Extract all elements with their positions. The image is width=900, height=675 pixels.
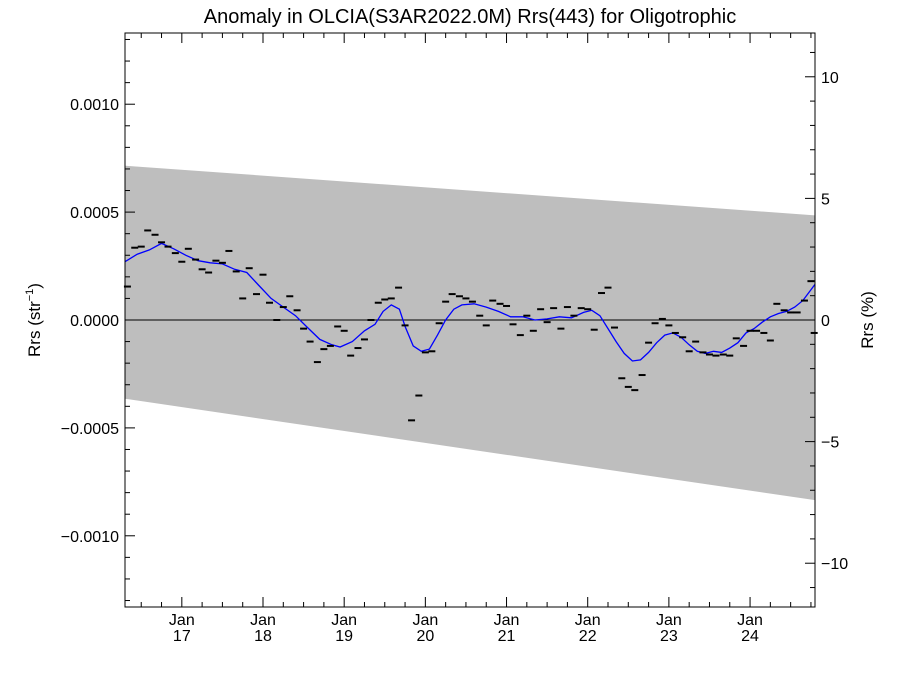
x-tick-label-year: 24 [741,628,759,645]
x-tick-label-year: 18 [254,628,272,645]
x-tick-label-month: Jan [494,612,520,629]
x-tick-label-month: Jan [250,612,276,629]
x-tick-label-month: Jan [737,612,763,629]
y-left-tick-label: −0.0005 [61,421,119,438]
x-tick-label-month: Jan [656,612,682,629]
axes-layer: 0.0010 0.0005 0.0000 −0.0005 −0.0010 10 5 0 −5 −1… [61,33,848,645]
smoothed-line-layer [124,242,816,362]
x-tick-label-month: Jan [412,612,438,629]
x-tick-label-year: 21 [498,628,516,645]
x-tick-label-year: 22 [579,628,597,645]
y-axis-left-label: Rrs (str−1) [24,283,44,357]
x-tick-label-year: 20 [416,628,434,645]
x-tick-label-month: Jan [331,612,357,629]
y-left-tick-label: 0.0000 [70,313,119,330]
y-left-tick-label: −0.0010 [61,529,119,546]
x-tick-label-year: 23 [660,628,678,645]
y-right-tick-label: −5 [821,435,839,452]
data-points-layer [123,229,818,422]
uncertainty-band-layer [125,165,815,501]
smoothed-series-line [124,242,816,362]
x-tick-label-year: 19 [335,628,353,645]
y-right-tick-label: 0 [821,313,830,330]
x-tick-label-month: Jan [169,612,195,629]
x-tick-label-month: Jan [575,612,601,629]
chart-title: Anomaly in OLCIA(S3AR2022.0M) Rrs(443) f… [204,6,736,28]
y-left-tick-label: 0.0010 [70,97,119,114]
x-tick-label-year: 17 [173,628,191,645]
y-left-tick-label: 0.0005 [70,205,119,222]
y-axis-right-label: Rrs (%) [858,291,877,349]
uncertainty-band [125,165,815,501]
y-right-tick-label: 5 [821,191,830,208]
y-right-tick-label: −10 [821,556,848,573]
y-right-tick-label: 10 [821,70,839,87]
